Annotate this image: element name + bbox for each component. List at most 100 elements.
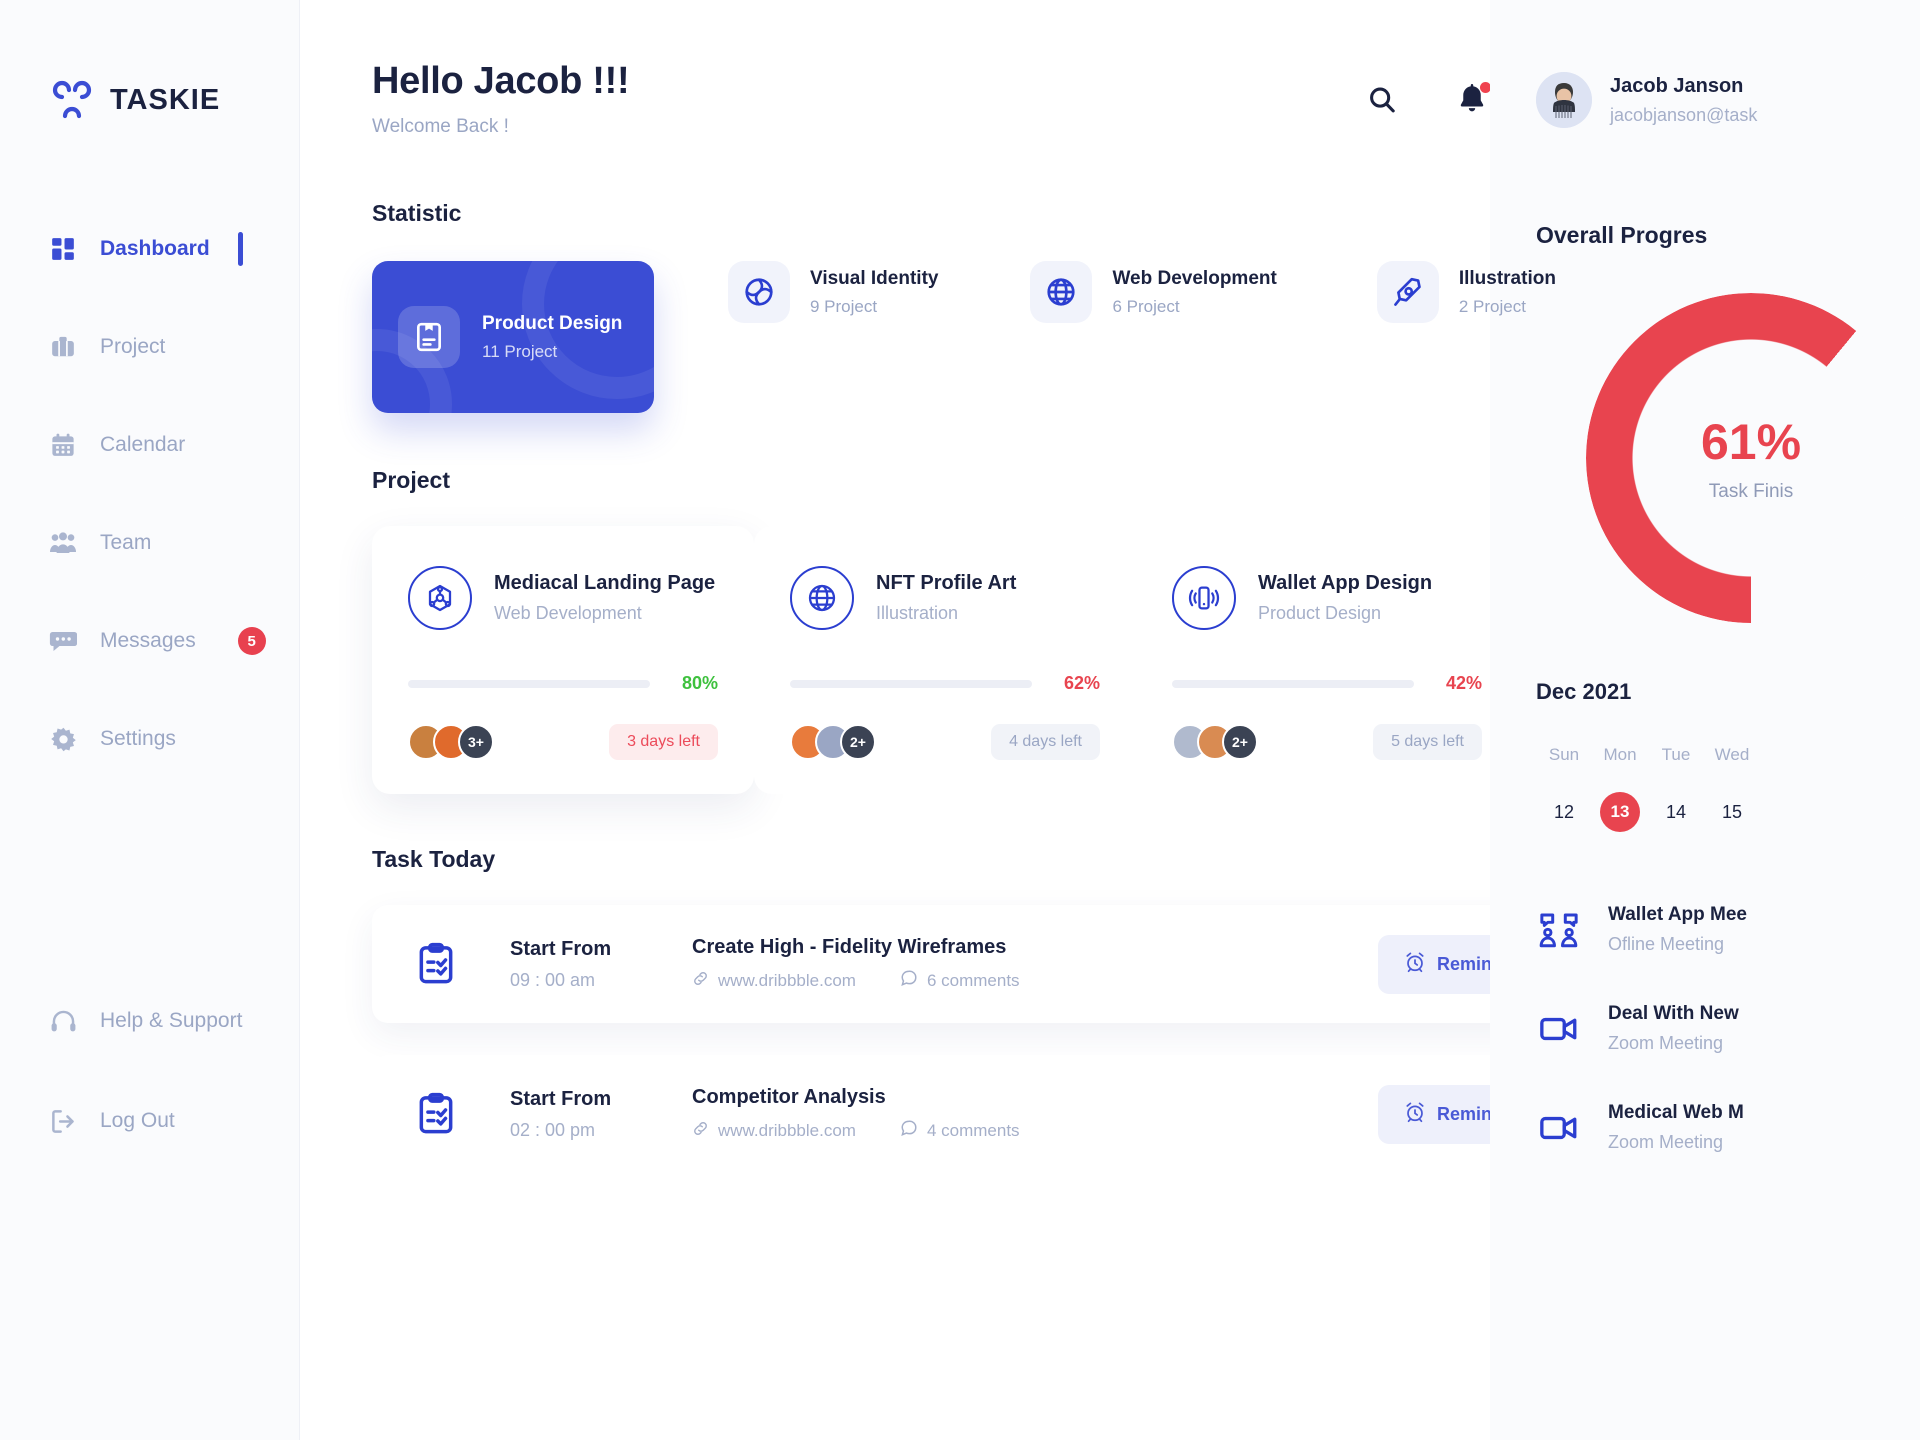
swirl-icon bbox=[728, 261, 790, 323]
project-card[interactable]: NFT Profile Art Illustration 62% bbox=[754, 526, 1136, 794]
statistic-card-count: 6 Project bbox=[1112, 296, 1180, 316]
project-card[interactable]: Mediacal Landing Page Web Development 80… bbox=[372, 526, 754, 794]
statistic-card-count: 11 Project bbox=[482, 341, 558, 361]
page-title: Hello Jacob !!! bbox=[372, 60, 630, 102]
statistic-card-name: Visual Identity bbox=[810, 267, 939, 289]
video-camera-icon bbox=[1536, 1006, 1582, 1052]
file-box-icon bbox=[398, 306, 460, 368]
alarm-icon bbox=[1404, 951, 1426, 978]
task-comments[interactable]: 6 comments bbox=[900, 969, 1020, 992]
progress-track bbox=[790, 679, 1032, 688]
calendar-day-name: Tue bbox=[1661, 745, 1691, 764]
statistic-card-illustration[interactable]: Illustration 2 Project bbox=[1376, 261, 1556, 323]
statistic-card-name: Illustration bbox=[1458, 267, 1556, 289]
pen-nib-icon bbox=[1376, 261, 1439, 323]
cube-network-icon bbox=[408, 566, 472, 630]
sidebar-item-messages[interactable]: Messages 5 bbox=[0, 612, 299, 670]
bell-icon[interactable] bbox=[1454, 82, 1491, 118]
overall-progress-title: Overall Progres bbox=[1536, 222, 1708, 248]
user-avatar bbox=[1536, 72, 1592, 128]
chat-icon bbox=[48, 626, 78, 656]
statistic-card-count: 2 Project bbox=[1458, 296, 1526, 316]
project-progress-row: 62% bbox=[790, 673, 1100, 694]
brand-name: TASKIE bbox=[110, 83, 221, 116]
project-card-meta: NFT Profile Art Illustration bbox=[876, 572, 1016, 624]
project-progress-row: 80% bbox=[408, 673, 718, 694]
sidebar-item-label: Dashboard bbox=[100, 237, 210, 260]
brand-logo[interactable]: TASKIE bbox=[0, 0, 299, 124]
task-link[interactable]: www.dribbble.com bbox=[692, 1120, 856, 1142]
search-icon[interactable] bbox=[1364, 82, 1400, 118]
comment-icon bbox=[900, 1119, 918, 1142]
calendar-column[interactable]: Tue 14 bbox=[1648, 745, 1704, 832]
statistic-card-meta: Web Development 6 Project bbox=[1112, 268, 1276, 317]
sidebar-nav: Dashboard Project Calendar Team bbox=[0, 220, 299, 768]
calendar-day-number: 14 bbox=[1665, 801, 1687, 822]
meeting-kind: Zoom Meeting bbox=[1608, 1132, 1724, 1152]
calendar-column[interactable]: Mon 13 bbox=[1592, 745, 1648, 832]
progress-percent: 80% bbox=[681, 673, 718, 693]
globe-icon bbox=[790, 566, 854, 630]
active-indicator bbox=[238, 232, 243, 266]
sidebar-item-label: Settings bbox=[100, 727, 176, 750]
clipboard-check-icon bbox=[410, 1088, 462, 1140]
calendar-column[interactable]: Sun 12 bbox=[1536, 745, 1592, 832]
project-card-meta: Mediacal Landing Page Web Development bbox=[494, 572, 715, 624]
task-meta: www.dribbble.com 6 comments bbox=[692, 969, 1020, 992]
profile-block[interactable]: Jacob Janson jacobjanson@task bbox=[1536, 72, 1920, 128]
sidebar-item-team[interactable]: Team bbox=[0, 514, 299, 572]
people-icon bbox=[48, 528, 78, 558]
statistic-card-visual-identity[interactable]: Visual Identity 9 Project bbox=[728, 261, 938, 323]
task-today-section: Task Today Start From 09 : 00 am Create … bbox=[372, 846, 1584, 1173]
statistic-card-web-development[interactable]: Web Development 6 Project bbox=[1030, 261, 1277, 323]
donut-ring bbox=[1586, 293, 1916, 623]
calendar-day-number-selected: 13 bbox=[1592, 792, 1648, 832]
sidebar-item-calendar[interactable]: Calendar bbox=[0, 416, 299, 474]
sidebar-item-label: Team bbox=[100, 531, 152, 554]
project-card-head: Mediacal Landing Page Web Development bbox=[408, 566, 718, 630]
sidebar-item-label: Messages bbox=[100, 629, 196, 652]
project-name: Wallet App Design bbox=[1258, 572, 1433, 594]
task-start-label: Start From bbox=[510, 1087, 612, 1110]
meeting-item[interactable]: Medical Web M Zoom Meeting bbox=[1536, 1102, 1920, 1153]
right-panel: Jacob Janson jacobjanson@task Overall Pr… bbox=[1490, 0, 1920, 1440]
statistic-card-product-design[interactable]: Product Design 11 Project bbox=[372, 261, 654, 413]
project-card-footer: 3+ 3 days left bbox=[408, 724, 718, 760]
calendar-column[interactable]: Wed 15 bbox=[1704, 745, 1760, 832]
task-body: Create High - Fidelity Wireframes www.dr… bbox=[692, 936, 1020, 992]
task-row[interactable]: Start From 09 : 00 am Create High - Fide… bbox=[372, 905, 1584, 1023]
overall-progress-chart: 61% Task Finis bbox=[1586, 293, 1916, 623]
project-card[interactable]: Wallet App Design Product Design 42% bbox=[1136, 526, 1518, 794]
task-row[interactable]: Start From 02 : 00 pm Competitor Analysi… bbox=[372, 1055, 1584, 1173]
project-avatars[interactable]: 2+ bbox=[790, 724, 876, 760]
sidebar-item-help-support[interactable]: Help & Support bbox=[0, 992, 299, 1050]
task-title: Create High - Fidelity Wireframes bbox=[692, 936, 1007, 958]
project-avatars[interactable]: 2+ bbox=[1172, 724, 1258, 760]
avatar-more-count: 3+ bbox=[458, 724, 494, 760]
sidebar-item-log-out[interactable]: Log Out bbox=[0, 1092, 299, 1150]
messages-badge: 5 bbox=[237, 627, 266, 655]
sidebar-item-project[interactable]: Project bbox=[0, 318, 299, 376]
project-title: Project bbox=[372, 467, 450, 493]
task-comments[interactable]: 4 comments bbox=[900, 1119, 1020, 1142]
grid-icon bbox=[48, 234, 78, 264]
avatar-more-count: 2+ bbox=[1222, 724, 1258, 760]
briefcase-icon bbox=[48, 332, 78, 362]
task-comments-label: 6 comments bbox=[926, 970, 1020, 990]
task-link[interactable]: www.dribbble.com bbox=[692, 970, 856, 992]
meeting-item[interactable]: Deal With New Zoom Meeting bbox=[1536, 1003, 1920, 1054]
project-avatars[interactable]: 3+ bbox=[408, 724, 494, 760]
statistic-card-meta: Visual Identity 9 Project bbox=[810, 268, 938, 317]
project-card-head: NFT Profile Art Illustration bbox=[790, 566, 1100, 630]
sidebar-item-dashboard[interactable]: Dashboard bbox=[0, 220, 299, 278]
meeting-list: Wallet App Mee Ofline Meeting Deal With … bbox=[1536, 904, 1920, 1153]
profile-email: jacobjanson@task bbox=[1610, 104, 1758, 125]
sidebar-item-settings[interactable]: Settings bbox=[0, 710, 299, 768]
project-deadline-badge: 4 days left bbox=[991, 724, 1100, 760]
sidebar-item-label: Project bbox=[100, 335, 166, 358]
calendar-day-number: 12 bbox=[1553, 801, 1575, 822]
meeting-item[interactable]: Wallet App Mee Ofline Meeting bbox=[1536, 904, 1920, 955]
project-category: Illustration bbox=[876, 603, 959, 623]
statistic-card-row: Product Design 11 Project Visual Identit… bbox=[372, 261, 1556, 413]
